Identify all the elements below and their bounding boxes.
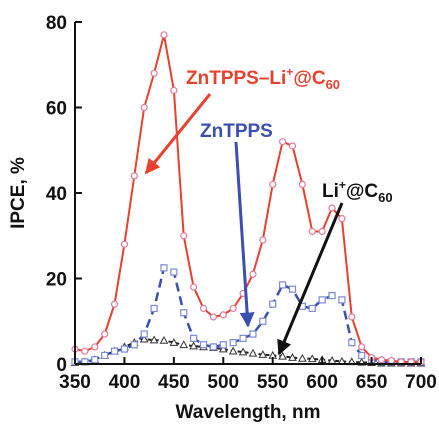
tick-layer: 350 400 450 500 550 600 650 700 0 20 40 60 80: [46, 13, 437, 393]
data-point: [209, 313, 217, 321]
data-point: [140, 330, 148, 338]
data-point: [307, 354, 317, 363]
y-tick-label: 80: [46, 13, 67, 34]
data-point: [150, 304, 158, 313]
data-point: [160, 264, 168, 272]
data-point: [239, 334, 247, 342]
annotation-zntpps-li-c60: ZnTPPS–Li+@C60: [186, 65, 340, 92]
annotation-zntpps: ZnTPPS: [200, 121, 273, 142]
data-point: [91, 356, 99, 364]
data-point: [387, 356, 395, 365]
data-point: [279, 138, 287, 146]
data-point: [101, 330, 109, 338]
data-point: [298, 180, 306, 189]
data-point: [130, 172, 138, 180]
data-point: [139, 334, 149, 343]
data-point: [249, 330, 257, 338]
data-point: [298, 353, 307, 362]
data-point: [170, 268, 178, 276]
data-point: [218, 344, 228, 353]
annotation-li-c60: Li+@C60: [322, 178, 393, 205]
x-tick-label: 400: [109, 372, 141, 393]
y-tick-label: 0: [56, 355, 67, 376]
data-point: [358, 351, 366, 360]
data-point: [219, 311, 227, 319]
data-point: [81, 347, 89, 355]
x-tick-label: 600: [306, 372, 338, 393]
data-point: [179, 340, 189, 349]
data-point: [269, 300, 277, 308]
data-point: [348, 313, 356, 321]
y-tick-label: 40: [46, 184, 67, 205]
data-point: [308, 227, 316, 236]
data-point: [91, 343, 99, 351]
data-point: [120, 240, 129, 248]
data-point: [101, 351, 109, 360]
data-point: [338, 296, 346, 304]
data-point: [140, 103, 148, 112]
y-axis-label: IPCE, %: [8, 157, 29, 229]
x-tick-label: 350: [59, 372, 91, 393]
x-tick-label: 500: [207, 372, 239, 393]
x-tick-label: 450: [158, 372, 190, 393]
data-point: [159, 335, 169, 344]
data-point: [160, 31, 168, 39]
series-0: [71, 31, 425, 366]
arrow-red: [144, 93, 212, 175]
data-point: [279, 281, 287, 289]
data-point: [219, 341, 227, 349]
series-1: [71, 264, 425, 366]
data-point: [199, 341, 208, 349]
series-layer: [70, 31, 426, 367]
data-point: [229, 304, 237, 313]
y-tick-label: 60: [46, 99, 67, 120]
data-point: [130, 341, 138, 349]
data-point: [288, 353, 297, 361]
data-point: [318, 227, 326, 236]
data-point: [269, 180, 277, 189]
x-axis-label: Wavelength, nm: [176, 402, 321, 423]
data-point: [120, 345, 129, 353]
data-point: [358, 343, 366, 351]
data-point: [199, 304, 208, 313]
data-point: [328, 292, 336, 300]
data-point: [377, 356, 386, 364]
data-point: [328, 204, 336, 212]
data-point: [308, 304, 316, 313]
data-point: [180, 309, 188, 317]
data-point: [249, 270, 257, 278]
arrow-black: [277, 202, 344, 356]
y-tick-label: 20: [46, 270, 67, 291]
data-point: [169, 338, 179, 346]
data-point: [228, 346, 238, 355]
data-point: [338, 215, 346, 223]
data-point: [348, 339, 356, 347]
data-point: [170, 86, 178, 95]
x-tick-label: 650: [356, 372, 388, 393]
data-point: [258, 350, 268, 358]
x-tick-label: 550: [257, 372, 289, 393]
data-point: [318, 296, 326, 304]
data-point: [150, 69, 158, 77]
data-point: [209, 343, 217, 351]
data-point: [288, 142, 297, 150]
data-point: [189, 341, 198, 350]
data-point: [278, 351, 287, 360]
data-point: [110, 300, 119, 308]
data-point: [229, 339, 237, 347]
data-point: [190, 283, 198, 291]
data-point: [259, 236, 267, 244]
data-point: [238, 347, 248, 356]
data-point: [248, 348, 258, 357]
data-point: [149, 335, 159, 344]
data-point: [110, 347, 119, 355]
data-point: [190, 334, 198, 342]
data-point: [288, 285, 297, 293]
x-tick-label: 700: [405, 372, 437, 393]
data-point: [180, 232, 188, 240]
data-point: [259, 317, 267, 325]
arrow-blue: [234, 141, 255, 328]
